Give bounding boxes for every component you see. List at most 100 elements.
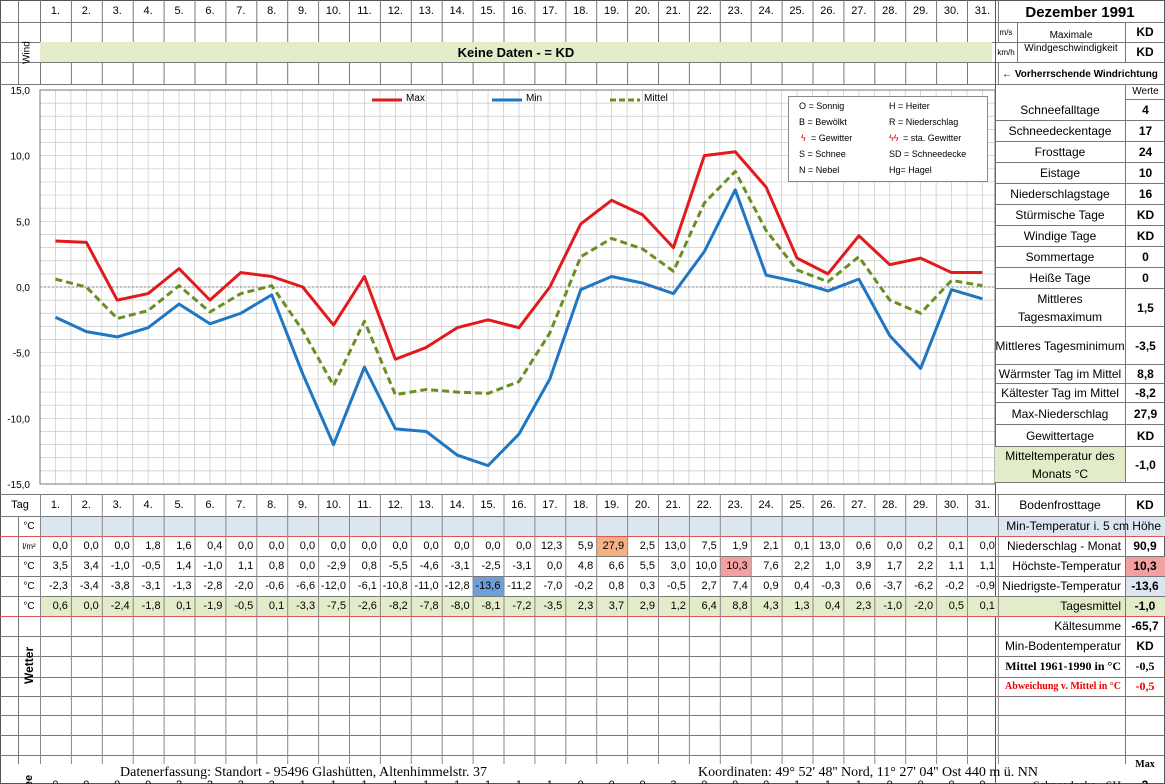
header-day-16: 16. — [511, 5, 527, 17]
kaeltesumme-label: Kältesumme — [1054, 619, 1121, 633]
row-label-min: Niedrigste-Temperatur — [1002, 579, 1121, 593]
snow-sh-label: Schneedecke - SH — [995, 775, 1125, 784]
cell-mean-16: -7,2 — [512, 600, 532, 612]
cell-precip-6: 0,4 — [207, 540, 223, 552]
cell-max-18: 4,8 — [577, 560, 594, 572]
snow-sh-6: 2 — [195, 775, 226, 784]
table-day-23: 23. — [727, 499, 743, 511]
cell-max-21: 3,0 — [670, 560, 686, 572]
cell-max-10: -2,9 — [327, 560, 346, 572]
stat-value-4: 16 — [1125, 184, 1165, 205]
cell-mean-14: -8,0 — [450, 600, 470, 612]
table-day-31: 31. — [974, 499, 991, 511]
snow-sh-28: 0 — [874, 775, 905, 784]
table-day-28: 28. — [882, 499, 898, 511]
cell-min-21: -0,5 — [666, 580, 686, 592]
cell-min-14: -12,8 — [444, 580, 470, 592]
stat-value-13: 27,9 — [1125, 403, 1165, 425]
cell-precip-2: 0,0 — [83, 540, 99, 552]
stat-label-13: Max-Niederschlag — [995, 403, 1125, 425]
cell-precip-9: 0,0 — [299, 540, 316, 552]
cell-max-13: -4,6 — [419, 560, 439, 572]
cell-min-17: -7,0 — [543, 580, 563, 592]
header-day-2: 2. — [81, 5, 91, 17]
cell-max-8: 0,8 — [268, 560, 285, 572]
cell-min-11: -6,1 — [357, 580, 377, 592]
cell-mean-21: 1,2 — [670, 600, 686, 612]
snow-sh-22: 0 — [689, 775, 720, 784]
cell-max-12: -5,5 — [388, 560, 408, 572]
cell-max-5: 1,4 — [176, 560, 192, 572]
table-lines — [0, 494, 1165, 764]
cell-mean-27: 2,3 — [855, 600, 872, 612]
cell-min-22: 2,7 — [701, 580, 717, 592]
row-label-soil: Min-Temperatur i. 5 cm Höhe — [1006, 519, 1161, 533]
snow-sh-8: 2 — [256, 775, 287, 784]
cell-min-19: 0,8 — [608, 580, 625, 592]
table-day-22: 22. — [696, 499, 712, 511]
table-day-10: 10. — [325, 499, 342, 511]
cell-precip-12: 0,0 — [392, 540, 408, 552]
header-day-23: 23. — [727, 5, 743, 17]
stat-label-7: Sommertage — [995, 247, 1125, 268]
header-day-19: 19. — [603, 5, 620, 17]
storm-station-icon: ϟϟ — [889, 133, 899, 143]
cell-min-18: -0,2 — [574, 580, 594, 592]
cell-max-22: 10,0 — [695, 560, 717, 572]
snow-sh-27: 1 — [843, 775, 874, 784]
snow-sh-21: 3 — [658, 775, 689, 784]
stat-value-8: 0 — [1125, 268, 1165, 289]
stats-panel: Werte Schneefalltage 4 Schneedeckentage 17 Fr… — [995, 84, 1165, 494]
weather-key-item: SD = Schneedecke — [889, 149, 967, 159]
table-day-21: 21. — [665, 499, 682, 511]
weather-key-item: Hg= Hagel — [889, 165, 932, 175]
legend-min-swatch — [492, 98, 522, 102]
temperature-chart: 15,0 10,0 5,0 0,0 -5,0 -10,0 -15,0 — [7, 86, 996, 491]
stat-label-3: Eistage — [995, 163, 1125, 184]
cell-mean-28: -1,0 — [883, 600, 903, 612]
header-day-26: 26. — [820, 5, 836, 17]
max-label: Max — [1135, 759, 1155, 770]
snow-sh-16: 1 — [504, 775, 535, 784]
row-unit-max: °C — [23, 560, 35, 572]
weather-key-item: B = Bewölkt — [799, 117, 847, 127]
weather-key-item: = sta. Gewitter — [903, 133, 962, 143]
y-tick-label: 15,0 — [11, 86, 31, 97]
cell-precip-22: 7,5 — [701, 540, 717, 552]
snow-sh-30: 0 — [936, 775, 967, 784]
cell-min-20: 0,3 — [639, 580, 655, 592]
header-day-18: 18. — [573, 5, 589, 17]
snow-sh-13: 1 — [411, 775, 442, 784]
data-table: Tag 1. 2. 3. 4. 5. 6. 7. 8. 9. 10. 11. 12. 13. 14. 15. 1… — [0, 494, 1165, 784]
header-day-7: 7. — [236, 5, 246, 17]
table-day-12: 12. — [387, 499, 403, 511]
row-label-max: Höchste-Temperatur — [1012, 559, 1121, 573]
cell-mean-26: 0,4 — [825, 600, 841, 612]
snow-sh-17: 1 — [534, 775, 565, 784]
table-day-1: 1. — [50, 499, 61, 511]
wind-unit-ms: m/s — [999, 27, 1013, 37]
y-tick-label: -5,0 — [13, 349, 31, 360]
stat-value-11: 8,8 — [1125, 365, 1165, 384]
table-day-26: 26. — [820, 499, 836, 511]
cell-precip-1: 0,0 — [52, 540, 68, 552]
cell-min-6: -2,8 — [203, 580, 223, 592]
table-day-7: 7. — [236, 499, 246, 511]
weather-key-item: N = Nebel — [799, 165, 840, 175]
cell-precip-27: 0,6 — [855, 540, 872, 552]
stat-value-12: -8,2 — [1125, 384, 1165, 403]
table-day-6: 6. — [205, 499, 215, 511]
cell-max-11: 0,8 — [361, 560, 377, 572]
cell-max-20: 5,5 — [639, 560, 655, 572]
table-day-5: 5. — [174, 499, 184, 511]
table-day-4: 4. — [143, 499, 153, 511]
header-day-31: 31. — [974, 5, 991, 17]
cell-min-8: -0,6 — [265, 580, 285, 592]
snow-sh-1: 0 — [40, 775, 71, 784]
bodenfrost-label: Bodenfrosttage — [1019, 498, 1101, 512]
cell-mean-31: 0,1 — [979, 600, 995, 612]
cell-max-1: 3,5 — [52, 560, 68, 572]
cell-precip-16: 0,0 — [516, 540, 532, 552]
cell-max-31: 1,1 — [979, 560, 995, 572]
snow-sh-9: 1 — [287, 775, 318, 784]
